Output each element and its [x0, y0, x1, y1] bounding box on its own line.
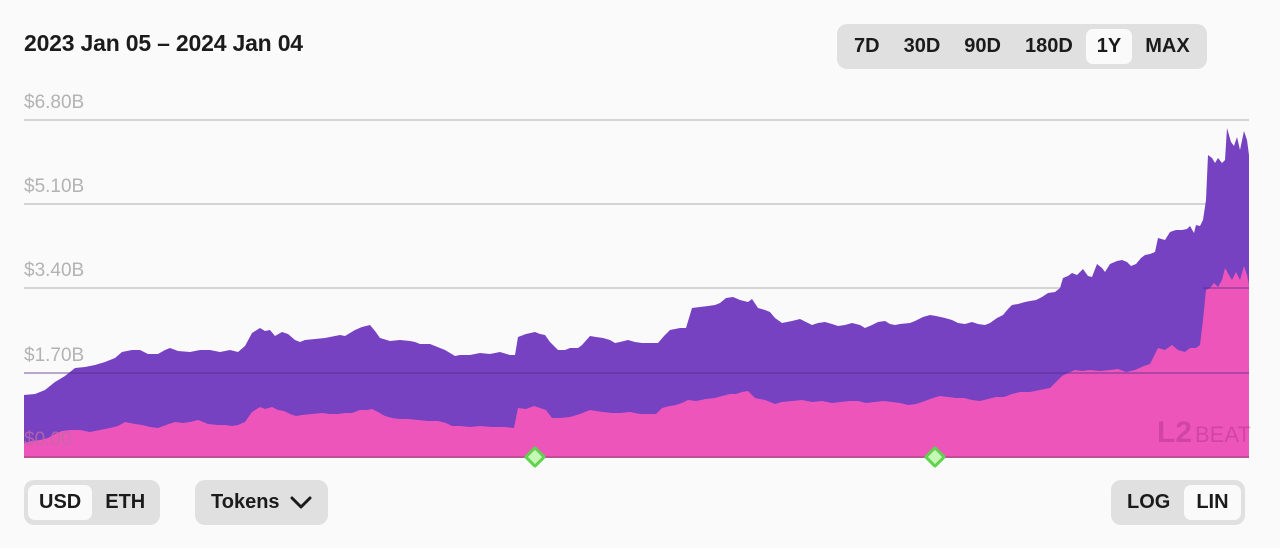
unit-usd-button[interactable]: USD	[28, 485, 93, 520]
range-7d-button[interactable]: 7D	[854, 35, 880, 57]
gridlines	[24, 119, 1249, 289]
tokens-label: Tokens	[211, 491, 280, 513]
scale-log-button[interactable]: LOG	[1127, 491, 1171, 513]
date-range-title: 2023 Jan 05 – 2024 Jan 04	[24, 30, 303, 56]
total-area	[24, 128, 1249, 457]
chevron-down-icon	[290, 496, 312, 508]
y-tick-6.80b: $6.80B	[24, 92, 85, 113]
lower-area	[24, 266, 1249, 457]
milestone-marker-diamond-icon[interactable]	[523, 445, 547, 469]
milestone-marker-diamond-icon[interactable]	[923, 445, 947, 469]
range-30d-button[interactable]: 30D	[903, 35, 941, 57]
range-180d-button[interactable]: 180D	[1024, 35, 1073, 57]
svg-text:BEAT: BEAT	[1195, 422, 1251, 447]
tokens-dropdown[interactable]: Tokens	[195, 480, 328, 525]
l2beat-watermark: L2 BEAT	[1157, 416, 1251, 449]
range-max-button[interactable]: MAX	[1145, 35, 1190, 57]
scale-lin-button[interactable]: LIN	[1184, 485, 1241, 520]
unit-selector: USD ETH	[24, 480, 161, 525]
y-tick-1.70b: $1.70B	[24, 345, 85, 366]
scale-selector: LOG LIN	[1111, 480, 1245, 525]
svg-text:L2: L2	[1157, 416, 1192, 449]
y-tick-0: $0.00	[24, 429, 72, 450]
time-range-selector: 7D 30D 90D 180D 1Y MAX	[837, 24, 1207, 69]
range-1y-button[interactable]: 1Y	[1085, 29, 1133, 64]
y-tick-3.40b: $3.40B	[24, 260, 85, 281]
range-90d-button[interactable]: 90D	[964, 35, 1001, 57]
unit-eth-button[interactable]: ETH	[105, 491, 146, 513]
y-tick-5.10b: $5.10B	[24, 176, 85, 197]
